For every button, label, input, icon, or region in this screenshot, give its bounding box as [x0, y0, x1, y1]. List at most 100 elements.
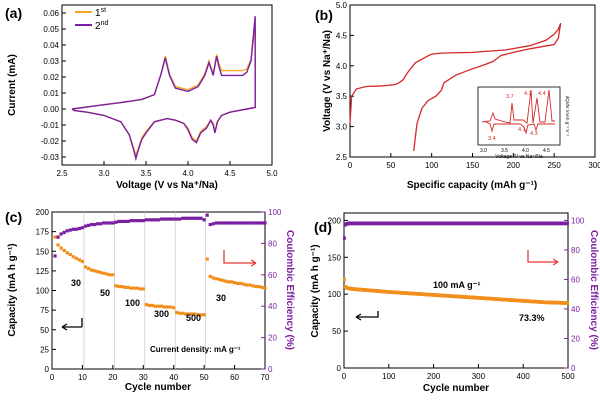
capacity-point: [229, 280, 234, 284]
capacity-point: [59, 246, 63, 250]
panel-d-y-ticks: 0 50 100 150 200: [328, 216, 348, 373]
ce-point: [102, 221, 106, 225]
rate-label-30-return: 30: [216, 293, 226, 303]
ce-point: [214, 221, 218, 225]
rate-label-500: 500: [186, 313, 201, 323]
ce-point: [257, 221, 261, 225]
capacity-point: [105, 272, 109, 276]
capacity-point: [187, 312, 191, 316]
ce-point: [263, 221, 267, 225]
ce-point: [162, 217, 167, 221]
panel-d-series: [343, 221, 569, 305]
ce-point: [156, 218, 161, 222]
panel-d-y2-ticks: 0 20 40 60 80 100: [564, 216, 585, 373]
inset-y-label: dQ/dV /mAh g⁻¹ V⁻¹: [565, 96, 570, 137]
ce-point: [343, 236, 346, 240]
charge-discharge-curve: [349, 22, 562, 151]
ce-point: [211, 222, 215, 226]
panel-c-label: (c): [5, 209, 22, 225]
capacity-axis-arrow: [61, 318, 83, 331]
capacity-point: [117, 284, 121, 289]
panel-a-frame: [61, 4, 273, 166]
inset-peak-3.7: 3.7: [506, 94, 514, 100]
legend-1st-label: 1st: [95, 7, 106, 19]
ce-point: [80, 226, 85, 230]
d-xtick-label: 100: [382, 372, 396, 381]
capacity-point: [120, 284, 124, 289]
capacity-point: [223, 279, 228, 283]
ce-point: [141, 219, 145, 223]
c-ytick-label: 0: [45, 365, 50, 374]
panel-a-x-label: Voltage (V vs Na⁺/Na): [116, 180, 218, 191]
c-ytick-label: 100: [36, 287, 50, 296]
panel-a-cv-chart: (a) 2.5 3.0 3.5 4.0 4.5 5.0 -0.03 -0.02 -0.01 0.…: [5, 4, 278, 191]
c-y2tick-label: 100: [268, 208, 282, 217]
ce-point: [147, 218, 151, 222]
capacity-point: [202, 313, 206, 317]
panel-a-legend: 1st 2nd: [75, 7, 108, 32]
capacity-point: [153, 304, 158, 308]
capacity-point: [208, 274, 212, 278]
c-y2tick-label: 20: [268, 334, 277, 343]
capacity-point: [199, 313, 203, 317]
c-xtick-label: 30: [139, 373, 148, 382]
ce-point: [96, 222, 100, 226]
rate-label-30: 30: [71, 278, 81, 288]
capacity-point: [220, 278, 224, 282]
capacity-point: [236, 281, 240, 286]
panel-d-label: (d): [314, 219, 332, 235]
c-ytick-label: 150: [36, 247, 50, 256]
ce-point: [89, 222, 94, 227]
panel-c-y2-ticks: 0 20 40 60 80 100: [261, 208, 282, 374]
inset-xtick-4.0: 4.0: [522, 148, 529, 154]
ce-point: [144, 218, 148, 222]
panel-b-y-label: Voltage (V vs Na⁺/Na): [322, 30, 333, 132]
capacity-point: [566, 301, 569, 305]
ce-point: [239, 221, 243, 225]
ce-point: [260, 221, 264, 225]
capacity-point: [242, 282, 246, 286]
capacity-point: [141, 287, 145, 291]
panel-c-axis-arrows: [61, 250, 257, 331]
a-xtick-label: 2.5: [56, 169, 68, 178]
cv-curve-2nd: [71, 16, 256, 162]
ce-point: [56, 235, 60, 239]
ce-point: [108, 221, 112, 225]
panel-c-y-label: Capacity (mA h g⁻¹): [7, 243, 18, 336]
ce-point: [65, 229, 69, 233]
ce-point: [68, 228, 72, 232]
ce-point: [99, 222, 103, 226]
retention-label: 73.3%: [519, 313, 545, 323]
panel-d-y2-label: Coulombic Efficiency (%): [588, 230, 599, 350]
panel-d-frame: [343, 212, 569, 369]
ce-point: [153, 218, 158, 222]
panel-d-axis-arrows: [355, 250, 559, 321]
b-xtick-label: 100: [425, 161, 439, 170]
d-ytick-label: 200: [328, 216, 342, 225]
capacity-point: [226, 280, 231, 284]
d-ytick-label: 100: [328, 290, 342, 299]
ce-point: [132, 219, 136, 223]
capacity-point: [260, 285, 264, 289]
ce-point: [114, 220, 118, 224]
panel-c-series: [53, 213, 267, 317]
capacity-point: [196, 313, 200, 317]
c-xtick-label: 50: [200, 373, 209, 382]
b-xtick-label: 50: [386, 161, 395, 170]
capacity-point: [232, 281, 237, 285]
ce-point: [120, 219, 124, 224]
capacity-point: [123, 285, 127, 289]
panel-c-rate-chart: (c) 0 10 20 30 40 50 60 70 0 25 50 75 100 125 150 175 2…: [5, 208, 295, 393]
a-ytick-label: -0.02: [41, 137, 60, 146]
b-xtick-label: 250: [547, 161, 561, 170]
capacity-point: [193, 312, 197, 316]
ce-point: [175, 217, 179, 221]
ce-point: [126, 219, 130, 224]
panel-d-x-label: Cycle number: [423, 383, 489, 394]
ce-point: [208, 222, 212, 227]
capacity-point: [166, 305, 170, 309]
ce-point: [77, 226, 81, 231]
c-y2tick-label: 80: [268, 239, 277, 248]
capacity-point: [126, 285, 130, 289]
capacity-point: [144, 303, 148, 307]
